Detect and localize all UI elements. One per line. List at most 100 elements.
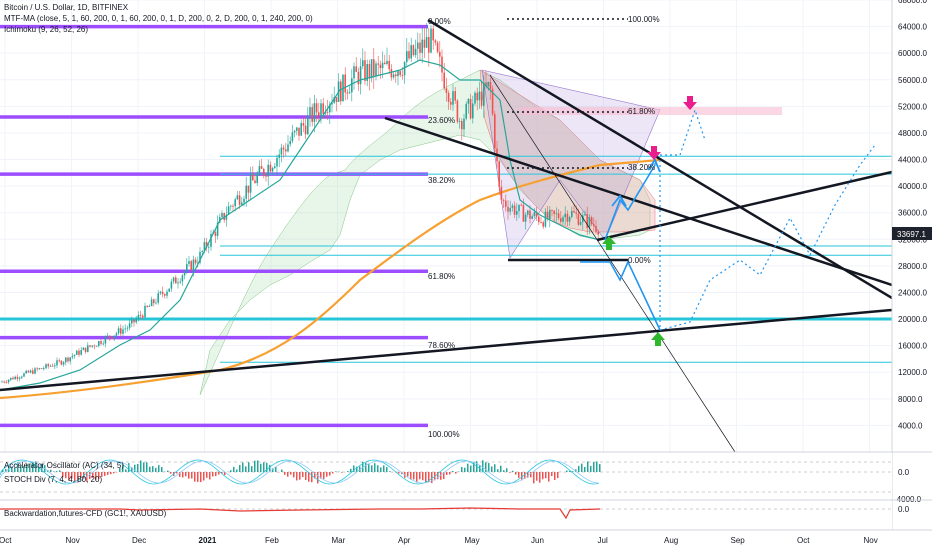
- time-tick-label: Nov: [66, 536, 80, 545]
- ac-bar: [149, 466, 151, 472]
- ac-bar: [32, 461, 34, 472]
- candle-body: [309, 107, 311, 116]
- candle-body: [344, 74, 346, 93]
- ac-bar: [74, 472, 76, 482]
- trendline-thin-down: [489, 74, 736, 453]
- candle-body: [166, 291, 168, 296]
- backwardation-pane[interactable]: [0, 501, 892, 530]
- candle-body: [76, 350, 78, 355]
- ac-bar: [14, 467, 16, 472]
- candle-body: [203, 242, 206, 252]
- backwardation-title[interactable]: Backwardation,futures-CFD (GC1!, XAUUSD): [4, 509, 167, 518]
- ac-bar: [113, 472, 115, 474]
- chart-title[interactable]: Bitcoin / U.S. Dollar, 1D, BITFINEX: [4, 3, 129, 12]
- ac-bar: [11, 466, 13, 472]
- ac-bar: [302, 472, 304, 477]
- ac-bar: [473, 461, 475, 472]
- ac-bar: [125, 469, 127, 472]
- candle-body: [298, 127, 300, 136]
- candle-body: [359, 66, 362, 85]
- stoch-title[interactable]: STOCH Div (7, 4, 4, 80, 20): [4, 475, 102, 484]
- fib-retracement: [0, 24, 892, 428]
- ac-bar: [194, 472, 196, 482]
- candle-body: [69, 357, 71, 362]
- ac-bar: [20, 465, 22, 472]
- candle-body: [370, 59, 373, 79]
- ac-bar: [386, 467, 388, 472]
- ac-title[interactable]: Accelerator Oscillator (AC) (34, 5): [4, 461, 124, 470]
- candle-body: [511, 205, 514, 208]
- candle-body: [1, 381, 3, 383]
- candle-body: [357, 71, 360, 85]
- ac-bar: [485, 462, 487, 472]
- price-tick-label: 16000.0: [898, 342, 927, 351]
- ac-bar: [167, 470, 169, 472]
- candle-body: [177, 282, 179, 284]
- candle-body: [500, 186, 503, 201]
- candle-body: [87, 345, 89, 352]
- candle-body: [562, 217, 564, 222]
- trendline-support-long: [0, 308, 893, 392]
- candle-body: [467, 99, 470, 104]
- ac-bar: [41, 463, 43, 472]
- candle-body: [5, 382, 8, 383]
- candle-body: [465, 103, 467, 119]
- candle-body: [333, 97, 335, 103]
- candle-body: [582, 215, 584, 223]
- candle-body: [566, 213, 569, 222]
- ac-pane[interactable]: [0, 453, 892, 499]
- candle-body: [210, 233, 212, 247]
- time-tick-label: Dec: [132, 536, 146, 545]
- price-tick-label: 20000.0: [898, 315, 927, 324]
- ac-bar: [293, 472, 295, 478]
- ac-bar: [131, 467, 133, 472]
- current-price-tag[interactable]: [892, 227, 932, 240]
- candle-body: [34, 368, 36, 374]
- candle-body: [126, 327, 129, 329]
- candle-body: [137, 314, 140, 320]
- indicator-mtf-ma[interactable]: MTF-MA (close, 5, 1, 60, 200, 0, 1, 60, …: [4, 14, 313, 23]
- candle-body: [291, 132, 294, 142]
- price-axis[interactable]: [892, 0, 932, 530]
- ac-bar: [218, 472, 220, 475]
- candle-body: [232, 205, 234, 207]
- candle-body: [326, 111, 329, 113]
- candle-body: [236, 195, 239, 200]
- ac-bar: [77, 472, 79, 483]
- ac-bar: [347, 471, 349, 472]
- ac-bar: [551, 472, 553, 477]
- ac-bar: [140, 460, 142, 472]
- candle-body: [247, 185, 250, 193]
- candle-body: [505, 200, 507, 207]
- candle-body: [263, 168, 265, 176]
- time-axis[interactable]: Oct Nov Dec 2021 Feb Mar Apr May Jun Jul Aug Sep Oct…: [0, 536, 878, 545]
- candle-body: [258, 166, 261, 175]
- ac-bar: [110, 472, 112, 475]
- candle-body: [329, 104, 331, 113]
- candle-body: [531, 216, 533, 219]
- ac-bar: [431, 472, 433, 484]
- candle-body: [419, 42, 421, 53]
- candle-body: [364, 60, 366, 81]
- candle-body: [115, 333, 118, 336]
- time-tick-label: Oct: [0, 536, 12, 545]
- candle-body: [267, 164, 269, 177]
- candle-body: [432, 28, 434, 41]
- ac-bar: [500, 465, 502, 472]
- candle-body: [254, 180, 256, 184]
- candle-body: [111, 337, 113, 339]
- candle-body: [289, 141, 291, 145]
- ac-bar: [245, 466, 247, 472]
- candle-body: [135, 319, 137, 323]
- ac-bar: [569, 470, 571, 472]
- ac-bar: [389, 471, 391, 472]
- ac-bar: [566, 470, 568, 472]
- indicator-ichimoku[interactable]: Ichimoku (9, 26, 52, 26): [4, 25, 88, 34]
- candle-body: [282, 147, 285, 150]
- ac-bar: [518, 472, 520, 478]
- candle-body: [397, 71, 399, 77]
- target-zone: [520, 107, 782, 115]
- candle-body: [252, 174, 254, 181]
- candle-body: [428, 37, 430, 53]
